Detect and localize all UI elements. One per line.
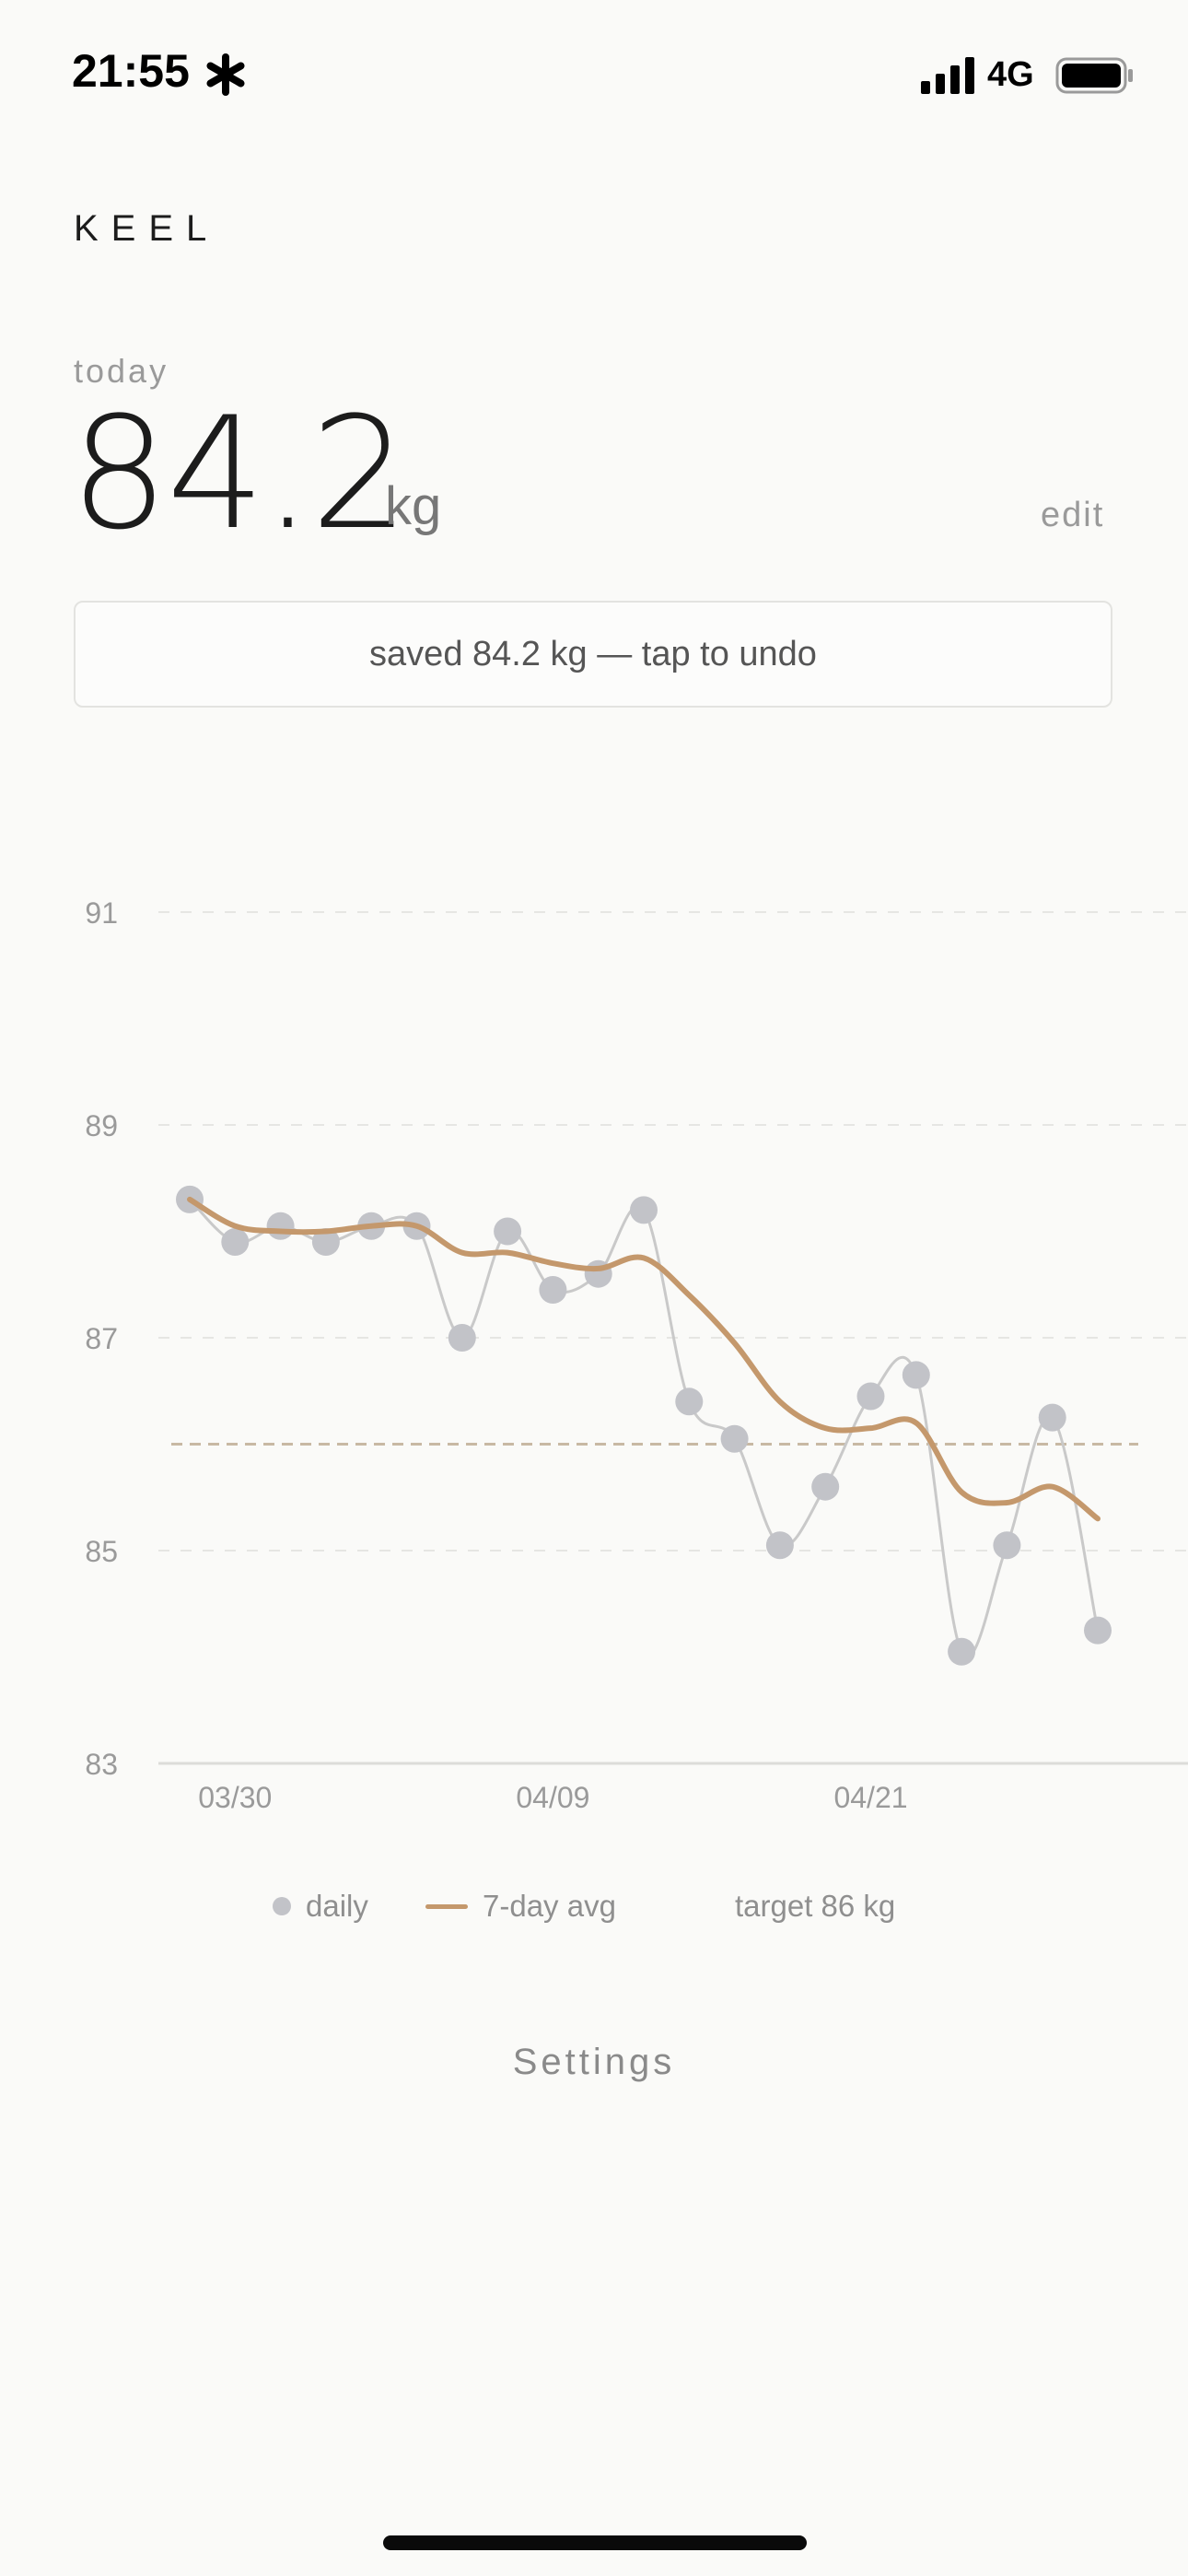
daily-point <box>811 1472 840 1501</box>
daily-series-line <box>188 1198 1100 1658</box>
y-tick-label-83: 83 <box>85 1748 118 1781</box>
daily-point <box>765 1531 794 1560</box>
daily-point <box>539 1276 567 1305</box>
y-tick-label-91: 91 <box>85 896 118 930</box>
x-tick-label: 04/09 <box>516 1781 589 1814</box>
weight-chart-svg: 91 89 87 85 83 03/30 04/09 04/21 <box>85 896 1188 1814</box>
undo-toast-text: saved 84.2 kg — tap to undo <box>369 634 817 673</box>
daily-point <box>494 1217 522 1246</box>
network-type: 4G <box>987 55 1034 94</box>
asterisk-icon <box>206 53 245 96</box>
legend-daily-marker <box>273 1897 291 1915</box>
settings-label: Settings <box>512 2042 676 2082</box>
undo-toast-button[interactable]: saved 84.2 kg — tap to undo <box>74 601 1112 708</box>
daily-point <box>948 1637 976 1666</box>
daily-point <box>902 1361 930 1389</box>
chart-legend: daily 7-day avg target 86 kg <box>0 1879 1188 1935</box>
daily-point <box>675 1388 704 1416</box>
x-tick-label: 04/21 <box>833 1781 907 1814</box>
daily-point <box>221 1228 250 1257</box>
daily-point <box>448 1324 476 1352</box>
status-time: 21:55 <box>72 45 190 97</box>
legend-daily-label: daily <box>306 1889 368 1923</box>
daily-point <box>1084 1616 1112 1645</box>
x-tick-label: 03/30 <box>198 1781 272 1814</box>
daily-point <box>720 1424 749 1453</box>
y-tick-label-87: 87 <box>85 1322 118 1355</box>
legend-avg-marker <box>425 1904 468 1909</box>
daily-point <box>993 1531 1021 1560</box>
status-bar: 21:55 4G <box>0 0 1188 147</box>
legend-target-label: target 86 kg <box>735 1889 896 1923</box>
y-tick-label-85: 85 <box>85 1535 118 1568</box>
today-weight-value: 84.2 <box>70 383 409 564</box>
daily-point <box>1038 1403 1066 1432</box>
y-tick-label-89: 89 <box>85 1109 118 1142</box>
daily-point <box>266 1212 295 1240</box>
weight-chart: 91 89 87 85 83 03/30 04/09 04/21 <box>0 866 1188 1824</box>
signal-icon <box>921 57 974 94</box>
legend-avg-label: 7-day avg <box>483 1889 616 1923</box>
home-indicator[interactable] <box>383 2535 807 2550</box>
daily-point <box>856 1382 885 1411</box>
avg-series-line <box>187 1196 1101 1522</box>
edit-button[interactable]: edit <box>1041 496 1105 534</box>
daily-point <box>311 1228 340 1257</box>
app-brand: KEEL <box>74 208 220 249</box>
today-weight-unit: kg <box>385 476 442 536</box>
settings-button[interactable]: Settings <box>0 2042 1188 2083</box>
battery-icon <box>1055 57 1133 94</box>
daily-point <box>630 1196 658 1224</box>
today-label: today <box>74 352 169 390</box>
